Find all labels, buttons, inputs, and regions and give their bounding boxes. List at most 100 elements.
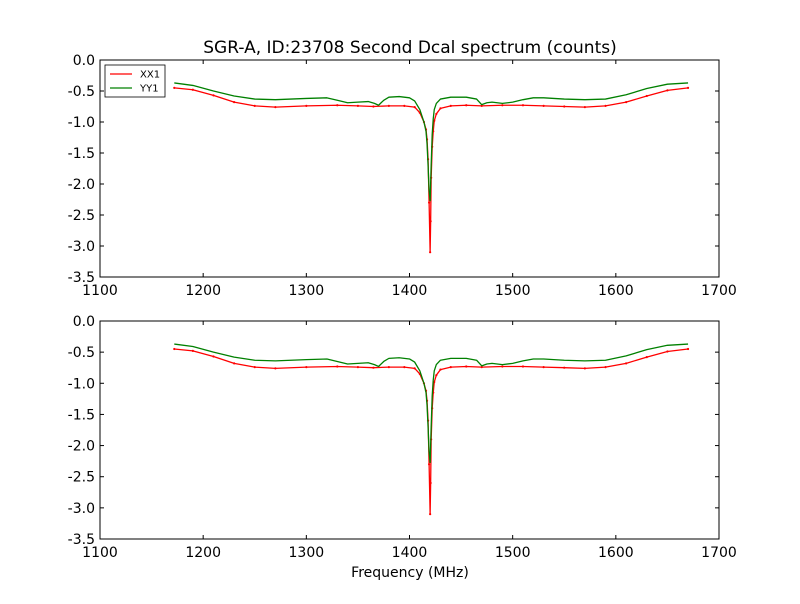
series-point	[645, 356, 648, 359]
series-line-series-1	[174, 348, 689, 515]
y-tick-label: 0.0	[73, 314, 95, 330]
series-point	[465, 365, 468, 368]
series-point	[191, 349, 194, 352]
series-point	[372, 105, 375, 108]
y-tick-label: -1.0	[68, 376, 95, 392]
series-point	[645, 94, 648, 98]
series-point	[253, 365, 256, 369]
series-point	[233, 101, 236, 104]
x-tick-label: 1100	[82, 545, 118, 561]
series-point	[563, 105, 566, 108]
series-point	[429, 251, 432, 254]
y-tick-label: -1.5	[68, 407, 95, 423]
series-point	[274, 367, 277, 370]
y-tick-label: -2.0	[68, 177, 95, 193]
series-point	[521, 365, 525, 368]
y-tick-label: -0.5	[68, 345, 95, 361]
y-tick-label: -3.5	[68, 532, 95, 548]
x-tick-label: 1200	[185, 545, 221, 561]
x-tick-label: 1400	[392, 545, 428, 561]
series-point	[191, 88, 194, 91]
series-point	[253, 104, 256, 107]
series-point	[212, 355, 215, 358]
series-line-xx1	[174, 87, 689, 253]
x-tick-label: 1300	[289, 545, 325, 561]
series-point	[542, 365, 545, 369]
x-tick-label: 1300	[289, 283, 325, 299]
y-tick-label: -2.5	[68, 470, 95, 486]
series-point	[465, 104, 468, 107]
series-line-yy1	[174, 82, 689, 202]
plot-panel-1: 1100 1200 1300 1400 1500 1600 1700 0.0 -0.5 -1.0 -…	[68, 53, 737, 299]
x-axis-label: Frequency (MHz)	[351, 565, 469, 581]
y-tick-label: 0.0	[73, 53, 95, 69]
y-tick-label: -3.0	[68, 501, 95, 517]
legend-box	[104, 64, 166, 98]
series-point	[439, 107, 442, 110]
series-point	[413, 367, 416, 370]
series-point	[439, 368, 442, 371]
series-point	[435, 374, 438, 377]
series-point	[429, 481, 432, 485]
x-tick-label: 1500	[495, 545, 531, 561]
series-point	[428, 463, 431, 466]
series-point	[413, 106, 416, 109]
legend-label: XX1	[140, 70, 160, 81]
series-point	[604, 365, 607, 369]
y-tick-label: -1.5	[68, 146, 95, 162]
series-point	[305, 104, 308, 107]
legend-label: YY1	[139, 84, 159, 95]
y-tick-label: -2.0	[68, 439, 95, 455]
x-tick-label: 1400	[392, 283, 428, 299]
series-point	[501, 104, 504, 107]
series-point	[173, 347, 176, 351]
series-point	[480, 365, 483, 369]
series-point	[429, 220, 432, 223]
series-point	[435, 112, 438, 116]
series-point	[666, 350, 669, 353]
series-point	[233, 362, 236, 365]
series-point	[480, 104, 483, 107]
series-point	[625, 101, 628, 104]
series-point	[625, 362, 628, 365]
series-point	[387, 365, 390, 369]
series-point	[336, 365, 339, 368]
series-point	[356, 365, 360, 369]
series-point	[449, 365, 452, 369]
y-tick-label: -1.0	[68, 115, 95, 131]
series-point	[583, 367, 586, 370]
series-point	[403, 104, 406, 107]
x-tick-label: 1500	[495, 283, 531, 299]
x-tick-label: 1700	[701, 283, 737, 299]
series-point	[387, 104, 390, 107]
series-point	[521, 104, 525, 107]
y-tick-label: -2.5	[68, 208, 95, 224]
series-point	[305, 365, 308, 369]
series-point	[604, 104, 607, 107]
plot-panel-2: 1100 1200 1300 1400 1500 1600 1700 0.0 -0.5 -1.0 -…	[68, 314, 737, 561]
series-point	[274, 106, 277, 109]
series-point	[542, 104, 545, 107]
series-point	[666, 89, 669, 92]
series-point	[403, 365, 406, 369]
series-point	[336, 104, 339, 107]
y-tick-label: -0.5	[68, 84, 95, 100]
y-tick-label: -3.5	[68, 270, 95, 286]
series-point	[449, 104, 452, 107]
series-point	[372, 366, 375, 369]
series-point	[563, 366, 566, 369]
series-line-series-2	[174, 343, 689, 464]
y-tick-label: -3.0	[68, 239, 95, 255]
x-tick-label: 1600	[598, 283, 634, 299]
x-tick-label: 1600	[598, 545, 634, 561]
series-point	[583, 106, 586, 109]
x-tick-label: 1200	[185, 283, 221, 299]
series-point	[428, 201, 431, 204]
series-point	[356, 104, 360, 107]
series-point	[173, 86, 176, 89]
x-tick-label: 1100	[82, 283, 118, 299]
